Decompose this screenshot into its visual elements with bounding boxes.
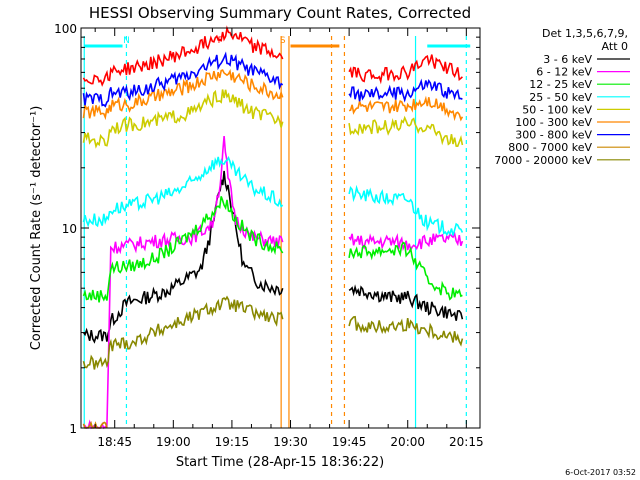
x-tick-label-6: 20:15 [449, 435, 484, 449]
series-line-4-0 [82, 89, 284, 149]
series-line-1-1 [348, 231, 464, 253]
series-line-6-0 [82, 51, 284, 108]
legend-label-0: 3 - 6 keV [543, 53, 592, 66]
y-tick-label-0: 1 [69, 422, 77, 436]
x-tick-label-2: 19:15 [215, 435, 250, 449]
legend-label-2: 12 - 25 keV [529, 78, 592, 91]
legend-label-4: 50 - 100 keV [522, 103, 592, 116]
series-line-5-1 [348, 95, 464, 122]
x-tick-label-4: 19:45 [332, 435, 367, 449]
series-line-5-0 [82, 68, 284, 121]
x-tick-label-3: 19:30 [273, 435, 308, 449]
x-tick-label-1: 19:00 [156, 435, 191, 449]
series-line-2-1 [348, 241, 463, 301]
legend-label-3: 25 - 50 keV [529, 91, 592, 104]
series-6 [82, 51, 463, 108]
series-line-9-0 [82, 25, 284, 87]
x-axis-label: Start Time (28-Apr-15 18:36:22) [176, 455, 384, 470]
legend-header-line1: Det 1,3,5,6,7,9, [542, 27, 628, 40]
legend-header-line2: Att 0 [602, 40, 628, 53]
series-line-0-0 [82, 170, 284, 344]
top-marker-label-2: S [280, 36, 286, 46]
series-8 [82, 295, 464, 370]
x-tick-label-0: 18:45 [97, 435, 132, 449]
top-marker-label-0: N [123, 36, 130, 46]
series-5 [82, 68, 464, 122]
chart-title: HESSI Observing Summary Count Rates, Cor… [89, 4, 471, 22]
series-2 [82, 196, 463, 303]
series-9 [82, 25, 463, 87]
series-line-3-0 [82, 155, 284, 228]
series-line-0-1 [348, 284, 464, 321]
legend-label-8: 7000 - 20000 keV [494, 154, 592, 167]
series-line-4-1 [348, 115, 464, 148]
series-3 [82, 155, 464, 237]
series-4 [82, 89, 464, 149]
axes: 18:45 19:00 19:15 19:30 19:45 20:00 20:15 1 10 10… [54, 22, 484, 449]
series-layer [82, 25, 464, 430]
series-line-8-0 [82, 295, 284, 370]
series-line-2-0 [82, 196, 284, 303]
legend-label-5: 100 - 300 keV [515, 116, 592, 129]
legend-label-1: 6 - 12 keV [536, 66, 592, 79]
y-axis-label: Corrected Count Rate (s⁻¹ detector⁻¹) [29, 106, 44, 351]
series-line-8-1 [348, 315, 464, 347]
generated-timestamp: 6-Oct-2017 03:52 [565, 468, 636, 477]
y-tick-label-2: 100 [54, 22, 77, 36]
series-0 [82, 170, 464, 344]
x-tick-label-5: 20:00 [390, 435, 425, 449]
legend-label-7: 800 - 7000 keV [508, 141, 592, 154]
y-tick-label-1: 10 [62, 222, 77, 236]
legend-label-6: 300 - 800 keV [515, 129, 592, 142]
series-line-6-1 [348, 78, 463, 103]
series-line-9-1 [348, 54, 463, 85]
series-line-3-1 [348, 184, 464, 237]
